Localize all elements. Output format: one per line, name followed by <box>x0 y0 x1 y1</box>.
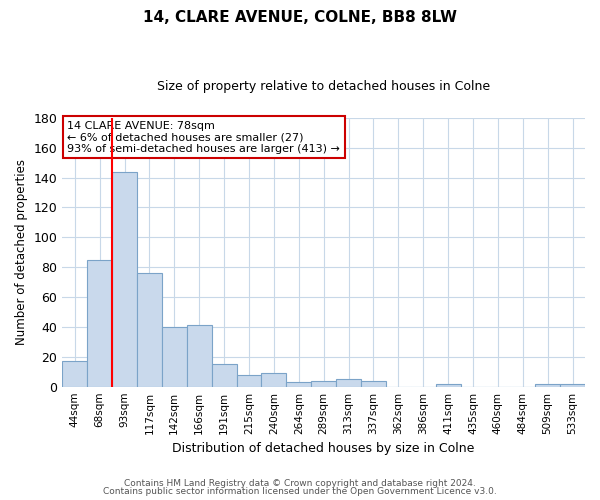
Text: 14, CLARE AVENUE, COLNE, BB8 8LW: 14, CLARE AVENUE, COLNE, BB8 8LW <box>143 10 457 25</box>
Bar <box>535 384 560 386</box>
Bar <box>212 364 236 386</box>
Y-axis label: Number of detached properties: Number of detached properties <box>15 159 28 345</box>
X-axis label: Distribution of detached houses by size in Colne: Distribution of detached houses by size … <box>172 442 475 455</box>
Bar <box>62 362 87 386</box>
Bar <box>286 382 311 386</box>
Bar <box>560 384 585 386</box>
Bar <box>187 326 212 386</box>
Bar <box>336 379 361 386</box>
Text: Contains HM Land Registry data © Crown copyright and database right 2024.: Contains HM Land Registry data © Crown c… <box>124 478 476 488</box>
Bar <box>137 273 162 386</box>
Bar <box>361 380 386 386</box>
Bar <box>87 260 112 386</box>
Bar <box>236 374 262 386</box>
Text: Contains public sector information licensed under the Open Government Licence v3: Contains public sector information licen… <box>103 487 497 496</box>
Bar <box>162 327 187 386</box>
Bar <box>311 380 336 386</box>
Bar <box>262 373 286 386</box>
Bar <box>436 384 461 386</box>
Bar <box>112 172 137 386</box>
Title: Size of property relative to detached houses in Colne: Size of property relative to detached ho… <box>157 80 490 93</box>
Text: 14 CLARE AVENUE: 78sqm
← 6% of detached houses are smaller (27)
93% of semi-deta: 14 CLARE AVENUE: 78sqm ← 6% of detached … <box>67 121 340 154</box>
